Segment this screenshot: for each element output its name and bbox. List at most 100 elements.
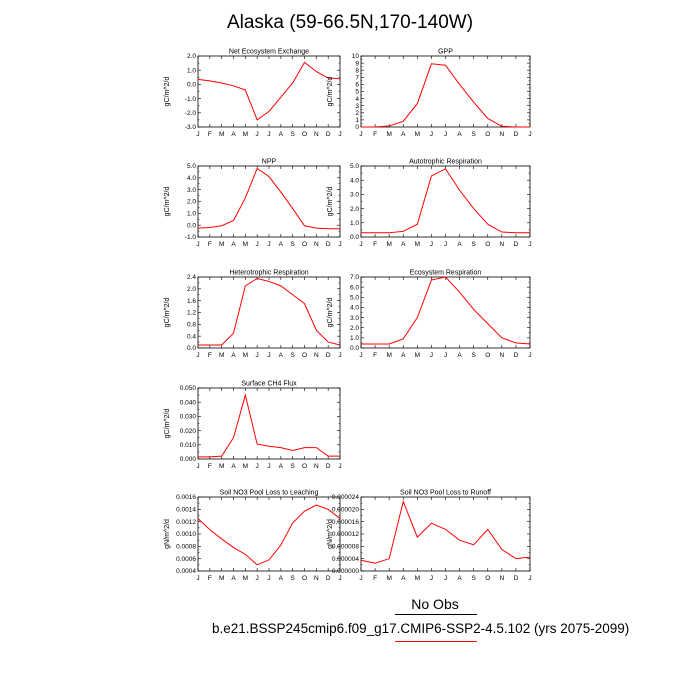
y-tick-label: 0.010 bbox=[180, 442, 197, 449]
panel-title: GPP bbox=[438, 49, 453, 56]
x-tick-label: J bbox=[528, 241, 531, 248]
x-tick-label: A bbox=[457, 131, 462, 138]
legend-case-line bbox=[395, 641, 477, 642]
x-tick-label: J bbox=[444, 575, 447, 582]
y-tick-label: 0.000000 bbox=[332, 568, 359, 575]
y-tick-label: 0.0010 bbox=[176, 531, 196, 538]
panel-title: Soil NO3 Pool Loss to Leaching bbox=[220, 490, 319, 497]
y-tick-label: 2.4 bbox=[187, 274, 196, 281]
x-tick-label: J bbox=[430, 352, 433, 359]
y-tick-label: 0.000008 bbox=[332, 544, 359, 551]
y-axis-label: gC/m^2/d bbox=[164, 77, 171, 107]
y-tick-label: 0.0016 bbox=[176, 494, 196, 501]
y-tick-label: -3.0 bbox=[185, 124, 197, 131]
x-tick-label: S bbox=[290, 352, 295, 359]
x-tick-label: F bbox=[208, 352, 212, 359]
y-axis-label: gC/m^2/d bbox=[164, 298, 171, 328]
x-tick-label: M bbox=[219, 241, 224, 248]
x-tick-label: A bbox=[279, 463, 284, 470]
y-tick-label: 0.030 bbox=[180, 414, 197, 421]
x-tick-label: A bbox=[231, 575, 236, 582]
y-axis-label: gC/m^2/d bbox=[164, 409, 171, 439]
plot-frame bbox=[197, 55, 341, 128]
x-tick-label: M bbox=[243, 241, 248, 248]
y-tick-label: -1.0 bbox=[185, 96, 197, 103]
x-tick-label: S bbox=[471, 131, 476, 138]
x-tick-label: J bbox=[267, 352, 270, 359]
y-tick-label: 4.0 bbox=[187, 175, 196, 182]
x-tick-label: N bbox=[499, 241, 504, 248]
legend-obs-line bbox=[395, 614, 477, 615]
x-tick-label: M bbox=[415, 241, 420, 248]
x-tick-label: M bbox=[219, 352, 224, 359]
y-tick-label: 0.050 bbox=[180, 385, 197, 392]
x-tick-label: M bbox=[386, 131, 391, 138]
series-line bbox=[361, 168, 530, 234]
x-tick-label: N bbox=[314, 241, 319, 248]
x-tick-label: J bbox=[528, 352, 531, 359]
x-tick-label: A bbox=[457, 575, 462, 582]
x-tick-label: J bbox=[338, 241, 341, 248]
y-tick-label: 0.000024 bbox=[332, 494, 359, 501]
x-tick-label: J bbox=[430, 131, 433, 138]
x-tick-label: A bbox=[457, 241, 462, 248]
x-tick-label: A bbox=[279, 241, 284, 248]
x-tick-label: D bbox=[326, 463, 331, 470]
y-tick-label: 0.0 bbox=[350, 234, 359, 241]
x-tick-label: J bbox=[444, 352, 447, 359]
y-tick-label: 2.0 bbox=[187, 286, 196, 293]
panel-title: NPP bbox=[262, 159, 277, 166]
x-tick-label: N bbox=[314, 575, 319, 582]
y-tick-label: -1.0 bbox=[185, 234, 197, 241]
y-tick-label: 7 bbox=[355, 75, 359, 82]
x-tick-label: M bbox=[386, 241, 391, 248]
x-tick-label: O bbox=[302, 131, 307, 138]
y-tick-label: 0.000 bbox=[180, 456, 197, 463]
x-tick-label: F bbox=[373, 241, 377, 248]
x-tick-label: J bbox=[338, 463, 341, 470]
x-tick-label: J bbox=[338, 575, 341, 582]
x-tick-label: J bbox=[359, 131, 362, 138]
y-tick-label: 1 bbox=[355, 117, 359, 124]
x-tick-label: J bbox=[267, 241, 270, 248]
y-tick-label: -2.0 bbox=[185, 110, 197, 117]
x-tick-label: A bbox=[231, 131, 236, 138]
series-line bbox=[361, 63, 530, 128]
x-tick-label: A bbox=[279, 575, 284, 582]
x-tick-label: M bbox=[243, 131, 248, 138]
x-tick-label: O bbox=[302, 463, 307, 470]
y-axis-label: gC/m^2/d bbox=[327, 187, 334, 217]
y-tick-label: 0.000020 bbox=[332, 507, 359, 514]
x-tick-label: J bbox=[444, 241, 447, 248]
x-tick-label: O bbox=[485, 241, 490, 248]
y-tick-label: 2.0 bbox=[350, 206, 359, 213]
x-tick-label: S bbox=[290, 241, 295, 248]
y-tick-label: 6 bbox=[355, 82, 359, 89]
x-tick-label: J bbox=[267, 575, 270, 582]
y-tick-label: 7.0 bbox=[350, 274, 359, 281]
y-tick-label: 0.020 bbox=[180, 428, 197, 435]
legend-obs-label: No Obs bbox=[411, 596, 459, 612]
x-tick-label: F bbox=[208, 575, 212, 582]
y-axis-label: gC/m^2/d bbox=[327, 77, 334, 107]
x-tick-label: A bbox=[231, 241, 236, 248]
panel-title: Soil NO3 Pool Loss to Runoff bbox=[400, 490, 491, 497]
y-tick-label: 1.6 bbox=[187, 298, 196, 305]
x-tick-label: S bbox=[290, 131, 295, 138]
y-tick-label: 4.0 bbox=[350, 305, 359, 312]
y-tick-label: 0.000012 bbox=[332, 531, 359, 538]
x-tick-label: S bbox=[471, 352, 476, 359]
x-tick-label: S bbox=[290, 575, 295, 582]
x-tick-label: J bbox=[196, 352, 199, 359]
x-tick-label: D bbox=[326, 352, 331, 359]
legend-case-label: b.e21.BSSP245cmip6.f09_g17.CMIP6-SSP2-4.… bbox=[212, 621, 630, 636]
plot-frame bbox=[197, 387, 341, 460]
x-tick-label: J bbox=[359, 575, 362, 582]
x-tick-label: A bbox=[401, 241, 406, 248]
y-tick-label: 3.0 bbox=[187, 187, 196, 194]
x-tick-label: F bbox=[373, 131, 377, 138]
series-line bbox=[197, 61, 341, 121]
y-tick-label: 9 bbox=[355, 60, 359, 67]
y-tick-label: 2 bbox=[355, 110, 359, 117]
